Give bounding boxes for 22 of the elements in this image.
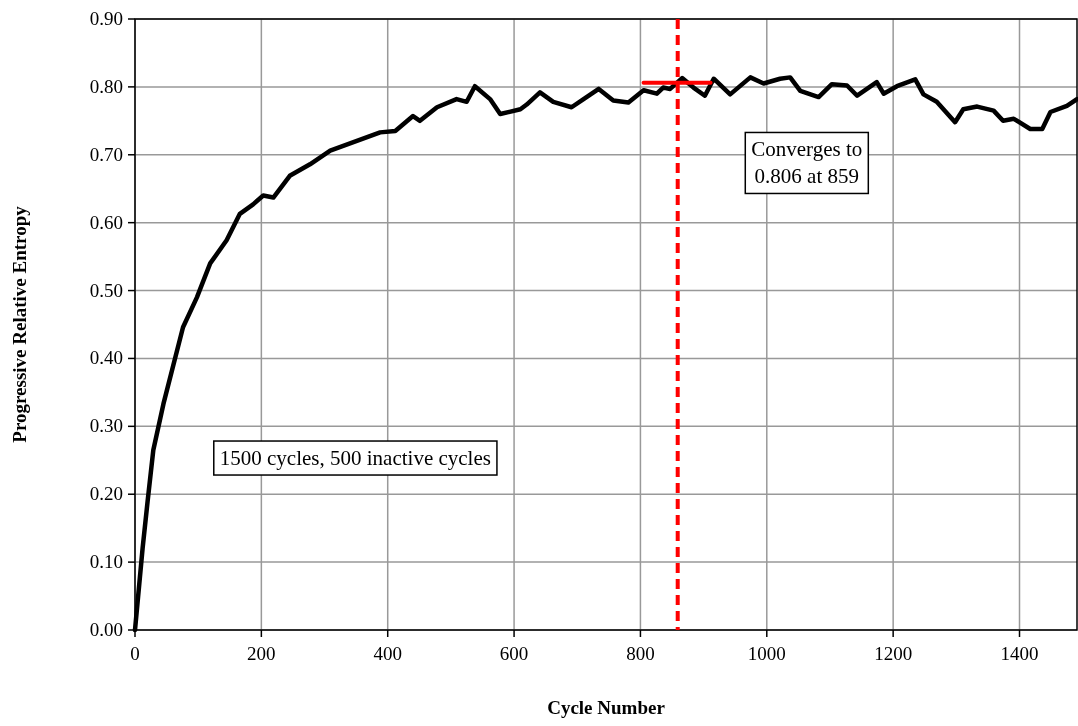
y-tick-label: 0.00 xyxy=(89,619,123,640)
x-tick-label: 400 xyxy=(373,643,402,664)
x-tick-label: 0 xyxy=(130,643,140,664)
x-tick-label: 1400 xyxy=(1000,643,1039,664)
x-axis-title: Cycle Number xyxy=(547,697,666,718)
x-tick-label: 800 xyxy=(626,643,655,664)
y-tick-label: 0.60 xyxy=(89,211,123,233)
y-tick-label: 0.10 xyxy=(89,551,123,573)
y-axis-title: Progressive Relative Entropy xyxy=(9,205,30,443)
y-tick-label: 0.50 xyxy=(89,279,123,301)
x-tick-label: 1000 xyxy=(747,643,786,664)
y-tick-label: 0.80 xyxy=(89,75,123,97)
x-tick-label: 600 xyxy=(499,643,529,664)
annotation: Converges to 0.806 at 859 xyxy=(751,137,863,189)
y-tick-label: 0.70 xyxy=(89,143,123,165)
x-tick-label: 1200 xyxy=(874,643,913,664)
y-tick-label: 0.30 xyxy=(89,415,123,437)
x-tick-label: 200 xyxy=(247,643,276,664)
annotation: 1500 cycles, 500 inactive cycles xyxy=(219,446,491,471)
y-tick-label: 0.20 xyxy=(89,483,123,505)
y-tick-label: 0.40 xyxy=(89,347,123,369)
y-tick-label: 0.90 xyxy=(89,8,123,29)
